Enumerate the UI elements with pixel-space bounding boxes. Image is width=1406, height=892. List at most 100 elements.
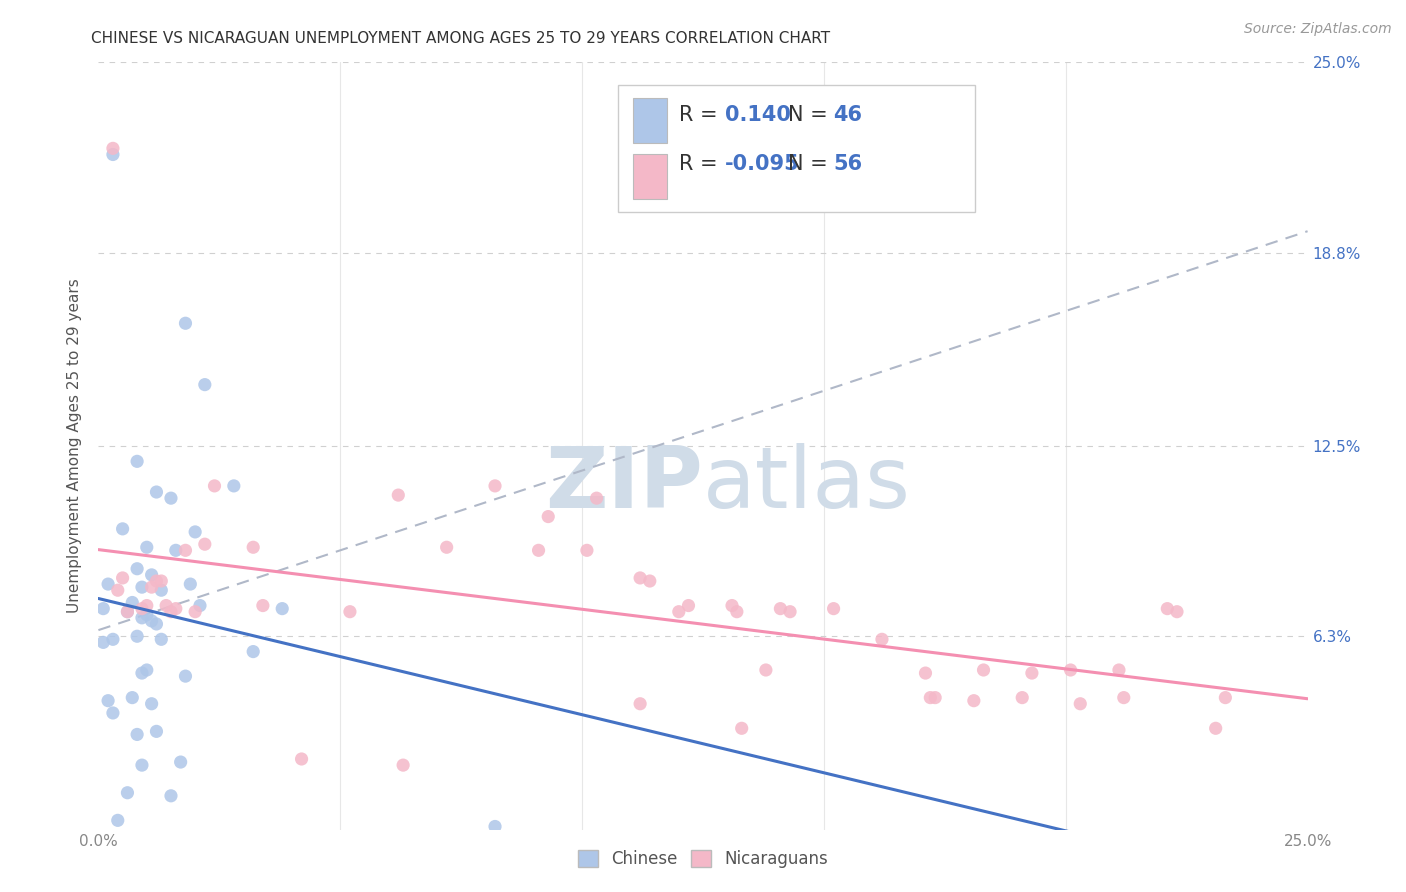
Point — [101, 141, 124, 155]
Point — [150, 632, 173, 647]
Point — [107, 583, 129, 598]
Point — [575, 543, 598, 558]
Point — [914, 666, 936, 681]
Point — [111, 522, 134, 536]
Point — [155, 599, 177, 613]
Point — [924, 690, 946, 705]
Text: 0.140: 0.140 — [724, 104, 790, 125]
Point — [823, 601, 845, 615]
Point — [131, 666, 153, 681]
Point — [131, 580, 153, 594]
Text: Source: ZipAtlas.com: Source: ZipAtlas.com — [1244, 22, 1392, 37]
Point — [141, 697, 163, 711]
Point — [1166, 605, 1188, 619]
Point — [145, 485, 167, 500]
Point — [628, 571, 651, 585]
Point — [638, 574, 661, 588]
Point — [484, 820, 506, 834]
Point — [973, 663, 995, 677]
Point — [127, 629, 149, 643]
Text: 46: 46 — [834, 104, 863, 125]
Point — [242, 541, 264, 555]
Point — [117, 786, 139, 800]
Point — [339, 605, 361, 619]
Point — [252, 599, 274, 613]
Point — [290, 752, 312, 766]
Text: CHINESE VS NICARAGUAN UNEMPLOYMENT AMONG AGES 25 TO 29 YEARS CORRELATION CHART: CHINESE VS NICARAGUAN UNEMPLOYMENT AMONG… — [91, 31, 831, 46]
Point — [135, 599, 157, 613]
Point — [160, 605, 183, 619]
Point — [194, 537, 217, 551]
Point — [1215, 690, 1237, 705]
Point — [779, 605, 801, 619]
Point — [135, 607, 157, 622]
Point — [135, 541, 157, 555]
Point — [184, 605, 207, 619]
Point — [141, 567, 163, 582]
Point — [204, 479, 226, 493]
Point — [160, 789, 183, 803]
Point — [101, 147, 124, 161]
Bar — [633, 98, 666, 143]
Point — [194, 377, 217, 392]
Point — [184, 524, 207, 539]
Point — [484, 479, 506, 493]
Point — [731, 721, 754, 735]
Point — [755, 663, 778, 677]
Point — [1021, 666, 1043, 681]
Point — [188, 599, 211, 613]
Point — [1059, 663, 1081, 677]
Point — [1069, 697, 1091, 711]
Text: R =: R = — [679, 104, 724, 125]
Point — [537, 509, 560, 524]
Text: atlas: atlas — [703, 442, 911, 526]
Point — [117, 605, 139, 619]
Point — [725, 605, 748, 619]
Point — [527, 543, 550, 558]
Point — [131, 611, 153, 625]
Point — [174, 316, 197, 330]
Point — [91, 601, 114, 615]
Point — [121, 690, 143, 705]
Point — [179, 577, 201, 591]
Y-axis label: Unemployment Among Ages 25 to 29 years: Unemployment Among Ages 25 to 29 years — [67, 278, 83, 614]
Point — [165, 601, 187, 615]
Point — [1112, 690, 1135, 705]
Point — [131, 758, 153, 772]
Point — [160, 491, 183, 505]
Point — [145, 617, 167, 632]
Text: ZIP: ZIP — [546, 442, 703, 526]
Point — [145, 574, 167, 588]
Point — [97, 577, 120, 591]
Point — [107, 814, 129, 828]
Point — [141, 580, 163, 594]
Point — [1108, 663, 1130, 677]
Point — [127, 562, 149, 576]
Text: N =: N = — [787, 104, 834, 125]
Point — [91, 635, 114, 649]
Point — [150, 583, 173, 598]
Point — [1205, 721, 1227, 735]
Point — [169, 755, 191, 769]
Point — [436, 541, 458, 555]
Point — [678, 599, 700, 613]
Text: N =: N = — [787, 154, 834, 175]
Point — [117, 605, 139, 619]
FancyBboxPatch shape — [619, 86, 976, 212]
Point — [131, 601, 153, 615]
Point — [585, 491, 607, 505]
Point — [97, 694, 120, 708]
Bar — [633, 154, 666, 199]
Point — [668, 605, 690, 619]
Point — [165, 543, 187, 558]
Point — [111, 571, 134, 585]
Point — [222, 479, 245, 493]
Text: 56: 56 — [834, 154, 863, 175]
Point — [174, 543, 197, 558]
Point — [392, 758, 415, 772]
Legend: Chinese, Nicaraguans: Chinese, Nicaraguans — [571, 844, 835, 875]
Point — [127, 454, 149, 468]
Point — [628, 697, 651, 711]
Point — [963, 694, 986, 708]
Point — [141, 614, 163, 628]
